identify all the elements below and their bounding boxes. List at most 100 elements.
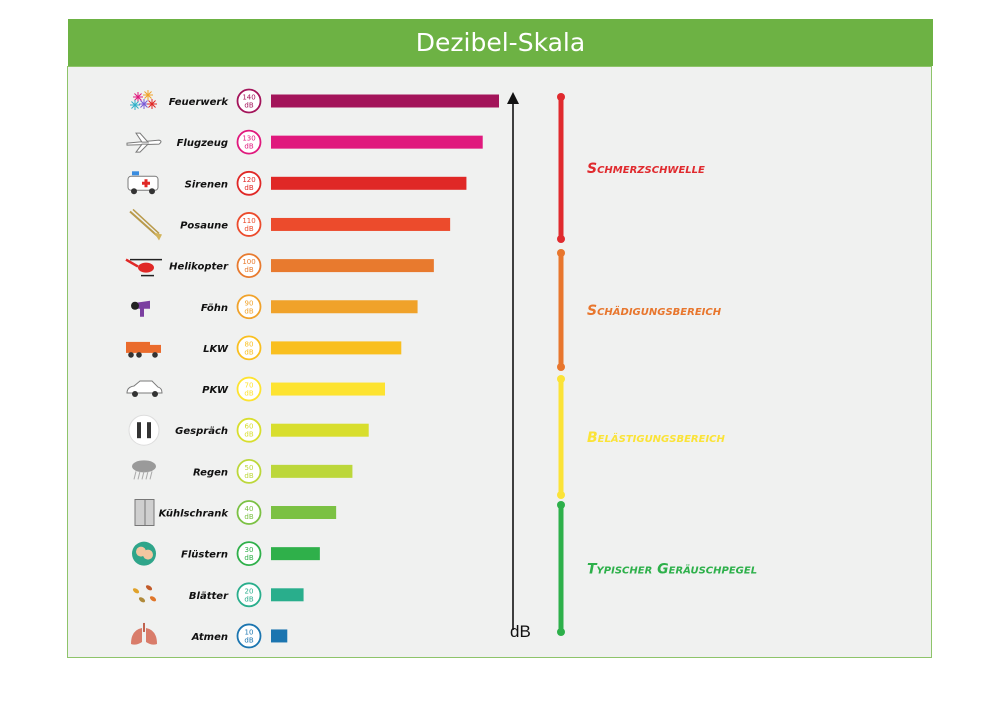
trombone-slide: [132, 208, 160, 235]
value-badge: [236, 376, 262, 402]
firework-ray: [148, 103, 153, 108]
zone: Schmerzschwelle: [557, 93, 705, 243]
firework-ray: [134, 101, 139, 106]
value-badge-label: dB: [244, 307, 253, 315]
value-badge-label: dB: [244, 266, 253, 274]
trombone-bell: [154, 232, 162, 241]
axis-label: dB: [510, 622, 531, 641]
zone-bar-cap: [557, 628, 565, 636]
heli-tail: [125, 258, 139, 268]
hairdryer-icon: [131, 300, 150, 317]
value-badge-label: dB: [244, 595, 253, 603]
zone-label: Typischer Geräuschpegel: [587, 562, 757, 578]
face: [143, 549, 153, 560]
wheel: [128, 352, 134, 358]
value-badge-label: dB: [244, 184, 253, 192]
value-badge-label: dB: [244, 431, 253, 439]
value-badge-label: 100: [242, 258, 255, 266]
bar: [271, 217, 451, 231]
page-title-text: Dezibel-Skala: [415, 28, 586, 57]
value-badge: [236, 623, 262, 649]
truck-container: [126, 341, 150, 353]
value-badge-label: 130: [242, 135, 255, 143]
zone: Schädigungsbereich: [557, 249, 722, 371]
zone-label: Schmerzschwelle: [587, 161, 705, 177]
value-badge: [236, 335, 262, 361]
rain-drop: [137, 471, 141, 480]
leaf: [138, 597, 146, 603]
value-badge: [236, 170, 262, 196]
portrait-frame: [128, 414, 160, 446]
zone-label: Schädigungsbereich: [587, 303, 722, 319]
bar: [271, 382, 385, 396]
bar: [271, 423, 369, 437]
value-badge: [236, 458, 262, 484]
firework-ray: [151, 103, 156, 108]
firework-ray: [131, 101, 136, 106]
zone-bar-cap: [557, 249, 565, 257]
bar: [271, 506, 337, 519]
leaf: [132, 588, 140, 594]
rain-drop: [141, 471, 145, 480]
zone-bar-cap: [557, 363, 565, 371]
plane-wing: [135, 132, 150, 153]
firework-ray: [137, 96, 142, 101]
firework-ray: [143, 100, 148, 105]
value-badge-label: dB: [244, 348, 253, 356]
firework-ray: [137, 93, 142, 98]
value-badge: [236, 294, 262, 320]
bar: [271, 464, 353, 478]
trombone-icon: [129, 208, 162, 241]
value-badge: [236, 88, 262, 114]
bar: [271, 341, 402, 355]
category-label: Regen: [193, 467, 228, 478]
cloud: [132, 460, 156, 473]
fireworks-icon: [130, 90, 157, 110]
firework-ray: [147, 94, 152, 99]
category-label: Posaune: [180, 220, 228, 231]
rain-drop: [149, 471, 153, 480]
trombone-slide: [129, 210, 159, 238]
category-label: Blätter: [189, 591, 229, 602]
bar: [271, 259, 434, 273]
value-badge-label: 90: [245, 299, 254, 307]
firework-ray: [147, 91, 152, 96]
category-label: Gespräch: [175, 426, 228, 437]
leaves-icon: [132, 585, 157, 603]
value-badge-label: dB: [244, 636, 253, 644]
bar: [271, 547, 320, 561]
value-badge-label: dB: [244, 102, 253, 110]
firework-ray: [151, 100, 156, 105]
car-body: [126, 380, 163, 394]
category-label: LKW: [203, 344, 229, 355]
db-axis: dB: [507, 92, 531, 641]
lungs-icon: [131, 622, 157, 645]
dryer-nozzle: [131, 301, 139, 310]
firework-ray: [144, 94, 149, 99]
value-badge-label: 50: [245, 464, 254, 472]
value-badge-label: 70: [245, 382, 254, 390]
value-badge: [236, 212, 262, 237]
axis-arrowhead: [507, 92, 519, 104]
wheel: [152, 391, 158, 398]
firework-ray: [148, 100, 153, 105]
bar: [271, 94, 499, 108]
lung-left: [131, 627, 142, 645]
leaf: [145, 585, 153, 591]
value-badge-label: dB: [244, 225, 253, 233]
value-badge-label: 140: [242, 94, 255, 102]
firework-ray: [143, 103, 148, 108]
value-badge: [236, 541, 262, 567]
siren-light: [132, 171, 139, 176]
wheel: [131, 188, 137, 195]
car-icon: [126, 380, 163, 398]
value-badge: [236, 417, 262, 443]
